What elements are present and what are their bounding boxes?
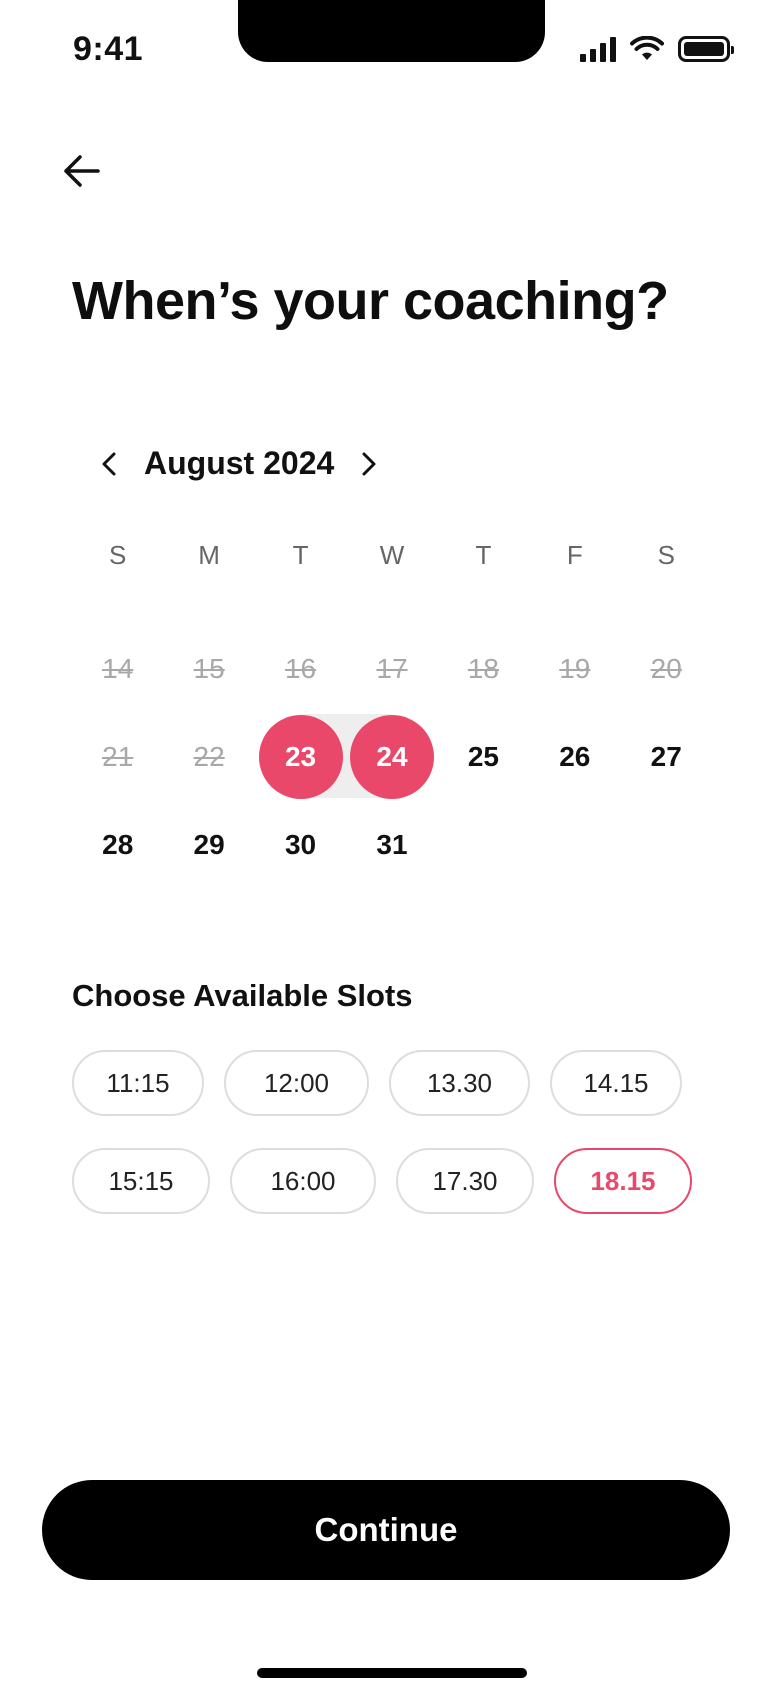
calendar-day-disabled: 14 xyxy=(72,625,163,713)
weekday-label: W xyxy=(379,540,405,570)
day-number: 23 xyxy=(284,741,317,772)
day-number: 20 xyxy=(650,653,682,684)
day-number: 17 xyxy=(376,653,408,684)
weekday-label: S xyxy=(109,540,127,570)
home-indicator xyxy=(257,1668,527,1678)
calendar-days-grid: 14 15 16 17 18 19 20 21 22 23 24 25 26 2… xyxy=(72,625,712,889)
calendar-day-disabled: 15 xyxy=(163,625,254,713)
calendar-weekdays: S M T W T F S xyxy=(72,540,712,571)
time-slot-button[interactable]: 13.30 xyxy=(389,1050,530,1116)
time-slot-button[interactable]: 12:00 xyxy=(224,1050,369,1116)
calendar-day[interactable]: 30 xyxy=(255,801,346,889)
time-slot-button[interactable]: 15:15 xyxy=(72,1148,210,1214)
day-number: 27 xyxy=(650,741,682,772)
next-month-button[interactable] xyxy=(356,449,382,479)
weekday-label: T xyxy=(475,540,492,570)
day-number: 22 xyxy=(193,741,225,772)
slots-section-title: Choose Available Slots xyxy=(72,978,413,1013)
time-slot-button-selected[interactable]: 18.15 xyxy=(554,1148,692,1214)
calendar-day-disabled: 22 xyxy=(163,713,254,801)
day-number: 29 xyxy=(193,829,225,860)
time-slot-button[interactable]: 17.30 xyxy=(396,1148,534,1214)
weekday-label: F xyxy=(566,540,583,570)
calendar-day[interactable]: 31 xyxy=(346,801,437,889)
chevron-right-icon xyxy=(362,452,376,475)
day-number: 25 xyxy=(467,741,499,772)
calendar-day-selected[interactable]: 24 xyxy=(346,713,437,801)
calendar-day-disabled: 20 xyxy=(621,625,712,713)
status-time: 9:41 xyxy=(73,30,144,68)
calendar-month-label: August 2024 xyxy=(144,445,335,481)
cellular-signal-icon xyxy=(580,36,616,62)
day-number: 24 xyxy=(376,741,408,772)
day-number: 21 xyxy=(102,741,134,772)
weekday-label: T xyxy=(292,540,309,570)
calendar-day-disabled: 18 xyxy=(438,625,529,713)
day-number: 26 xyxy=(559,741,591,772)
day-number: 31 xyxy=(376,829,408,860)
device-notch xyxy=(238,0,545,62)
time-slot-button[interactable]: 11:15 xyxy=(72,1050,204,1116)
day-number: 16 xyxy=(284,653,317,684)
weekday-label: S xyxy=(657,540,675,570)
calendar-day[interactable]: 25 xyxy=(438,713,529,801)
calendar-day[interactable]: 27 xyxy=(621,713,712,801)
day-number: 18 xyxy=(467,653,499,684)
time-slot-button[interactable]: 14.15 xyxy=(550,1050,682,1116)
calendar-day[interactable]: 28 xyxy=(72,801,163,889)
slots-row: 15:15 16:00 17.30 18.15 xyxy=(72,1148,692,1214)
arrow-left-icon xyxy=(64,155,100,187)
day-number: 19 xyxy=(559,653,591,684)
calendar-day[interactable]: 26 xyxy=(529,713,620,801)
calendar-day-disabled: 17 xyxy=(346,625,437,713)
day-number: 28 xyxy=(102,829,134,860)
wifi-icon xyxy=(630,36,664,60)
weekday-label: M xyxy=(198,540,220,570)
page-title: When’s your coaching? xyxy=(72,271,669,331)
day-number: 15 xyxy=(193,653,225,684)
day-number: 14 xyxy=(102,653,134,684)
day-number: 30 xyxy=(284,829,317,860)
back-button[interactable] xyxy=(58,148,104,194)
calendar-day-disabled: 16 xyxy=(255,625,346,713)
battery-icon xyxy=(678,36,734,62)
calendar-day[interactable]: 29 xyxy=(163,801,254,889)
calendar-header: August 2024 xyxy=(96,445,382,482)
calendar-day-disabled: 19 xyxy=(529,625,620,713)
prev-month-button[interactable] xyxy=(96,449,122,479)
time-slot-button[interactable]: 16:00 xyxy=(230,1148,376,1214)
status-icons xyxy=(580,36,734,62)
continue-button[interactable]: Continue xyxy=(42,1480,730,1580)
calendar-day-selected[interactable]: 23 xyxy=(255,713,346,801)
chevron-left-icon xyxy=(102,452,116,475)
slots-row: 11:15 12:00 13.30 14.15 xyxy=(72,1050,682,1116)
calendar-day-disabled: 21 xyxy=(72,713,163,801)
